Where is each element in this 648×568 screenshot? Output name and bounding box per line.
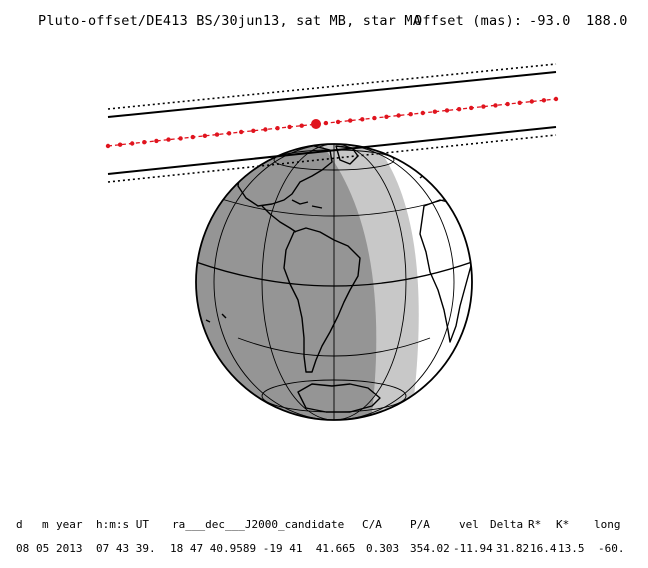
value-day: 08	[16, 542, 30, 555]
track-point	[166, 137, 171, 142]
track-point	[335, 119, 341, 125]
north-limit-line	[107, 71, 557, 118]
track-point	[142, 140, 147, 145]
track-point	[130, 141, 135, 146]
south-limit-line	[107, 126, 557, 175]
track-point	[275, 126, 280, 131]
value-ca: 0.303	[366, 542, 400, 555]
globe	[196, 144, 472, 420]
value-time: 07 43 39.	[96, 542, 156, 555]
central-track	[105, 96, 559, 149]
value-vel: -11.94	[453, 542, 493, 555]
value-pa: 354.02	[410, 542, 450, 555]
value-kstar: 13.5	[558, 542, 585, 555]
track-point	[517, 100, 522, 106]
globe-limb	[195, 143, 473, 421]
track-point	[505, 101, 510, 107]
track-point	[384, 114, 389, 120]
track-point	[396, 113, 401, 118]
north-uncertainty-line	[107, 63, 557, 110]
track-point	[105, 143, 111, 149]
track-point	[432, 109, 438, 114]
header-rstar: R*	[528, 518, 542, 531]
header-vel: vel	[459, 518, 479, 531]
track-point	[226, 131, 232, 136]
value-month: 05	[36, 542, 50, 555]
track-point	[444, 108, 450, 113]
track-point	[372, 115, 377, 121]
track-point	[323, 120, 329, 126]
central-line	[107, 98, 557, 147]
night-side	[196, 144, 377, 420]
track-point	[469, 105, 474, 111]
track-point	[214, 132, 220, 137]
track-point	[117, 142, 123, 147]
south-uncertainty-line	[107, 134, 557, 183]
occultation-map	[105, 63, 559, 421]
track-point	[529, 99, 534, 104]
track-point	[541, 98, 547, 103]
header-pa: P/A	[410, 518, 430, 531]
track-point	[202, 133, 208, 138]
value-coordinates: 18 47 40.9589 -19 41 41.665	[170, 542, 356, 555]
offset-label: Offset (mas):	[414, 13, 523, 29]
header-long: long	[594, 518, 621, 531]
header-kstar: K*	[556, 518, 570, 531]
track-point	[154, 138, 159, 144]
track-point	[348, 118, 353, 123]
track-point	[178, 136, 183, 141]
track-point	[360, 117, 365, 122]
header-year: year	[56, 518, 83, 531]
plot-title: Pluto-offset/DE413 BS/30jun13, sat MB, s…	[38, 13, 422, 29]
track-point	[251, 128, 256, 133]
offset-x-value: -93.0	[529, 13, 571, 29]
header-time: h:m:s UT	[96, 518, 149, 531]
header-ca: C/A	[362, 518, 382, 531]
shadow-path	[107, 63, 557, 183]
value-long: -60.	[598, 542, 625, 555]
value-year: 2013	[56, 542, 83, 555]
track-point	[299, 123, 304, 128]
track-point	[420, 110, 425, 116]
value-delta: 31.82	[496, 542, 530, 555]
track-point	[553, 96, 559, 102]
header-delta: Delta	[490, 518, 524, 531]
track-point	[263, 127, 268, 132]
track-point	[456, 107, 462, 112]
offset-y-value: 188.0	[586, 13, 628, 29]
track-point	[287, 124, 292, 130]
header-day: d	[16, 518, 23, 531]
track-point	[481, 104, 486, 109]
track-point	[190, 134, 195, 140]
header-month: m	[42, 518, 49, 531]
header-coordinates: ra___dec___J2000_candidate	[172, 518, 345, 531]
track-point	[408, 112, 413, 117]
track-point	[239, 129, 244, 135]
track-point	[493, 103, 498, 108]
closest-approach-marker	[311, 119, 321, 129]
value-rstar: 16.4	[530, 542, 557, 555]
